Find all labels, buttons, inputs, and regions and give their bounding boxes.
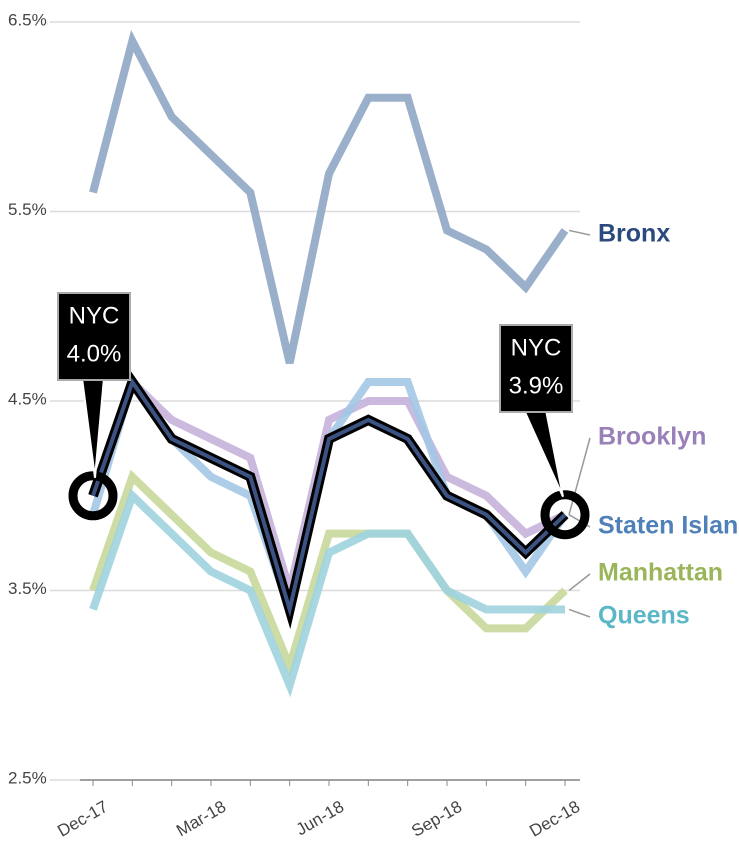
- callout-name: NYC: [69, 302, 120, 329]
- y-tick-label: 4.5%: [8, 389, 47, 408]
- y-tick-label: 2.5%: [8, 768, 47, 787]
- x-tick-label: Sep-18: [408, 797, 465, 841]
- callout-pointer: [522, 409, 564, 498]
- legend-leader: [568, 229, 591, 236]
- y-tick-label: 3.5%: [8, 579, 47, 598]
- x-tick-label: Dec-17: [54, 797, 111, 841]
- x-tick-label: Dec-18: [526, 797, 583, 841]
- nyc-marker: [68, 471, 118, 521]
- x-tick-label: Mar-18: [173, 797, 229, 840]
- legend-label: Brooklyn: [598, 423, 706, 451]
- legend-label: Queens: [598, 602, 690, 630]
- legend-leader: [568, 573, 591, 592]
- x-tick-label: Jun-18: [293, 797, 348, 839]
- legend-label: Manhattan: [598, 559, 723, 587]
- y-tick-label: 5.5%: [8, 200, 47, 219]
- series-line-inner: [91, 377, 567, 618]
- callout-value: 3.9%: [509, 372, 564, 399]
- legend-leader: [568, 608, 591, 618]
- legend-label: Staten Island: [598, 512, 739, 540]
- y-tick-label: 6.5%: [8, 10, 47, 29]
- callout-value: 4.0%: [67, 340, 122, 367]
- legend-leader: [568, 437, 591, 515]
- legend-label: Bronx: [598, 220, 670, 248]
- series-line: [89, 374, 567, 607]
- nyc-marker: [540, 490, 590, 540]
- series-line: [89, 469, 568, 679]
- series-line: [89, 488, 565, 698]
- callout-box: [499, 324, 573, 413]
- callout-name: NYC: [511, 334, 562, 361]
- series-line: [89, 29, 569, 364]
- callout-box: [57, 292, 131, 381]
